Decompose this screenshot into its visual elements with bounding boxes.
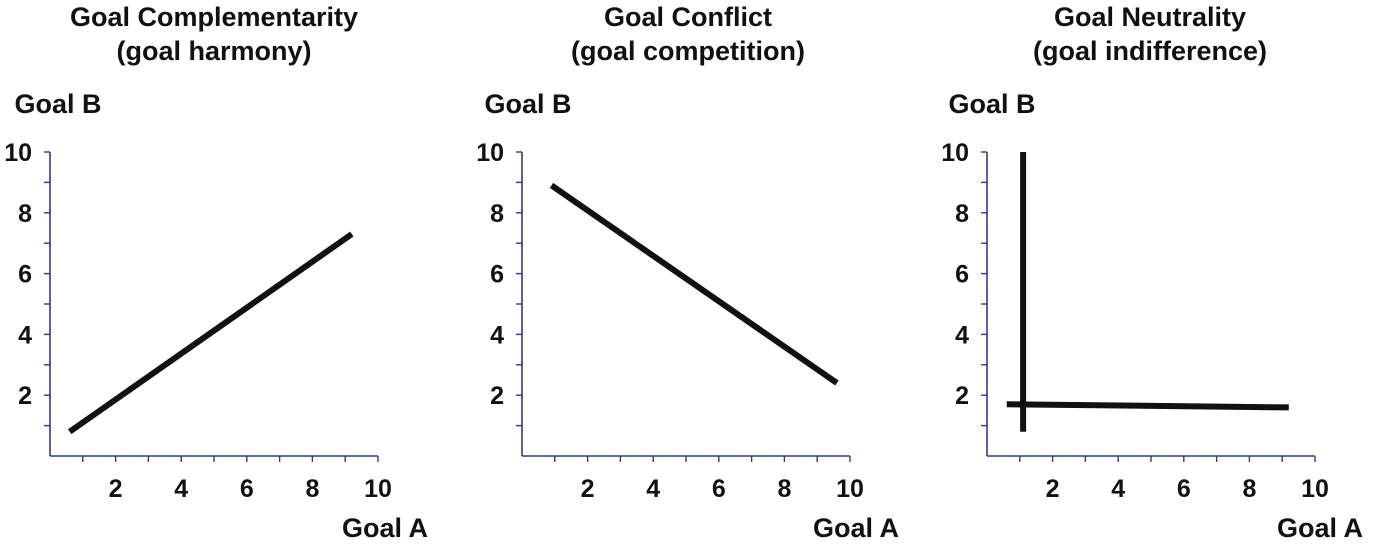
y-axis-title: Goal B (14, 89, 101, 119)
x-tick-label: 4 (174, 475, 188, 503)
chart-subtitle: (goal indifference) (1033, 36, 1267, 66)
y-tick-label: 6 (955, 261, 969, 289)
y-tick-label: 4 (18, 321, 32, 349)
y-tick-label: 6 (18, 261, 32, 289)
x-tick-label: 2 (1046, 475, 1060, 503)
y-tick-label: 2 (490, 382, 504, 410)
x-tick-label: 10 (836, 475, 864, 503)
x-axis-title: Goal A (342, 513, 428, 543)
chart-subtitle: (goal competition) (571, 36, 805, 66)
x-tick-label: 6 (240, 475, 254, 503)
x-tick-label: 6 (1177, 475, 1191, 503)
x-tick-label: 6 (712, 475, 726, 503)
x-tick-label: 10 (1301, 475, 1329, 503)
y-tick-label: 2 (955, 382, 969, 410)
x-tick-label: 4 (646, 475, 660, 503)
x-axis-title: Goal A (813, 513, 899, 543)
series-line-1 (549, 182, 839, 386)
chart-title: Goal Complementarity (70, 2, 358, 32)
chart-panel-1: Goal Complementarity (goal harmony) Goal B… (4, 2, 428, 543)
y-tick-label: 2 (18, 382, 32, 410)
x-tick-label: 8 (1242, 475, 1256, 503)
y-axis-title: Goal B (484, 89, 571, 119)
y-tick-label: 4 (955, 321, 969, 349)
x-tick-label: 2 (581, 475, 595, 503)
x-tick-label: 10 (364, 475, 392, 503)
series-line-2 (1006, 401, 1289, 411)
x-tick-label: 8 (777, 475, 791, 503)
y-tick-label: 8 (490, 200, 504, 228)
y-tick-label: 4 (490, 321, 504, 349)
y-tick-label: 6 (490, 261, 504, 289)
y-tick-label: 10 (4, 139, 32, 167)
x-tick-label: 4 (1111, 475, 1125, 503)
y-axis-title: Goal B (948, 89, 1035, 119)
y-tick-label: 10 (476, 139, 504, 167)
chart-title: Goal Conflict (604, 2, 772, 32)
chart-subtitle: (goal harmony) (116, 36, 311, 66)
y-tick-label: 8 (955, 200, 969, 228)
y-tick-label: 8 (18, 200, 32, 228)
chart-panel-3: Goal Neutrality (goal indifference) Goal B… (941, 2, 1363, 543)
y-tick-label: 10 (941, 139, 969, 167)
series-line-1 (67, 231, 354, 435)
chart-panel-2: Goal Conflict (goal competition)Goal B Goa… (476, 2, 899, 543)
chart-title: Goal Neutrality (1054, 2, 1246, 32)
x-axis-title: Goal A (1277, 513, 1363, 543)
x-tick-label: 2 (109, 475, 123, 503)
x-tick-label: 8 (305, 475, 319, 503)
